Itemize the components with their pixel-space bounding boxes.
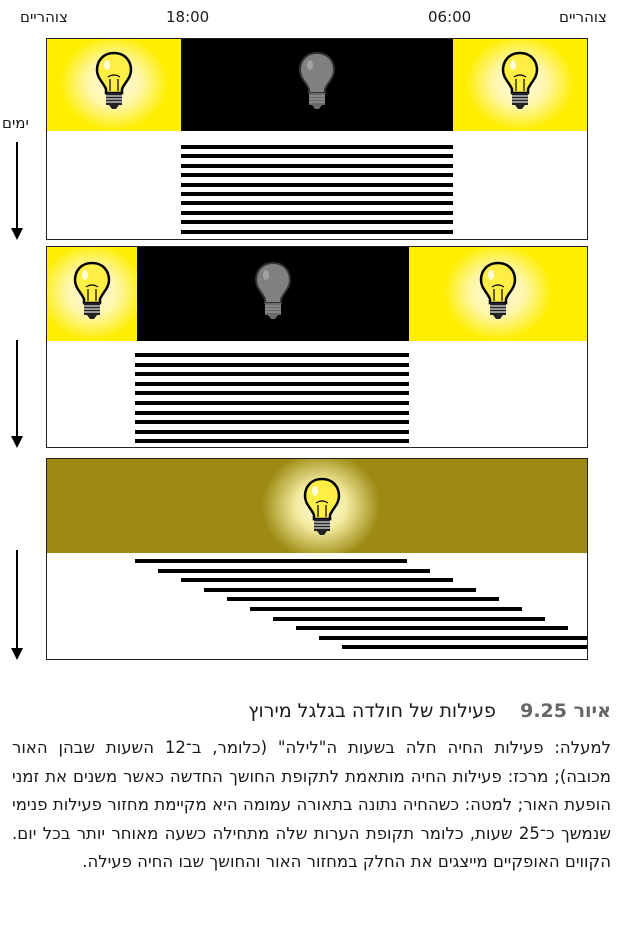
activity-bar <box>296 626 568 631</box>
activity-bar <box>181 163 453 168</box>
lightbulb-on-icon <box>479 261 517 319</box>
activity-bar <box>181 154 453 159</box>
activity-bar <box>158 568 430 573</box>
activity-bar <box>181 210 453 215</box>
activity-bar <box>227 597 499 602</box>
days-label: ימים <box>2 114 29 132</box>
days-arrow-1 <box>11 142 23 240</box>
noon-label-left: צוהריים <box>20 8 68 26</box>
activity-bar <box>135 429 409 434</box>
activity-bar <box>135 439 409 444</box>
activity-bar <box>181 145 453 149</box>
activity-bar <box>135 362 409 367</box>
activity-bar <box>135 410 409 415</box>
light-period-left <box>47 247 145 341</box>
light-period-right <box>453 39 587 131</box>
activity-bar <box>181 220 453 225</box>
lightbulb-on-icon <box>95 51 133 109</box>
time-label-06: 06:00 <box>428 8 472 26</box>
lightbulb-off-icon <box>298 51 336 109</box>
days-arrow-2 <box>11 340 23 448</box>
activity-bar <box>181 192 453 196</box>
activity-bar <box>135 559 407 563</box>
noon-label-right: צוהריים <box>559 8 607 26</box>
figure-caption-body: למעלה: פעילות החיה חלה בשעות ה"לילה" (כל… <box>12 738 612 871</box>
activity-bar <box>204 587 476 592</box>
activity-bar <box>273 616 545 621</box>
time-label-18: 18:00 <box>166 8 210 26</box>
light-period-right <box>409 247 587 341</box>
dark-period <box>137 247 409 341</box>
lightbulb-on-icon <box>303 477 341 535</box>
panel-middle <box>46 246 588 448</box>
activity-bar <box>181 173 453 178</box>
figure-title: פעילות של חולדה בגלגל מירוץ <box>248 700 496 722</box>
activity-bar <box>135 381 409 386</box>
dim-light-period <box>47 459 587 561</box>
activity-bar <box>135 401 409 405</box>
activity-bar <box>342 645 587 650</box>
panel-top <box>46 38 588 240</box>
activity-bar <box>181 578 453 583</box>
activity-bar <box>135 391 409 396</box>
days-arrow-3 <box>11 550 23 660</box>
activity-bar <box>319 635 587 640</box>
lightbulb-on-icon <box>501 51 539 109</box>
activity-bar <box>135 353 409 357</box>
panel-bottom <box>46 458 588 660</box>
figure-caption-title: איור 9.25 פעילות של חולדה בגלגל מירוץ <box>16 700 611 722</box>
lightbulb-off-icon <box>254 261 292 319</box>
activity-bar <box>181 201 453 206</box>
figure-number: איור 9.25 <box>520 700 611 722</box>
activity-bar <box>181 182 453 187</box>
lightbulb-on-icon <box>73 261 111 319</box>
light-period-left <box>47 39 181 131</box>
activity-bar <box>135 420 409 425</box>
activity-bar <box>135 372 409 377</box>
activity-bar <box>250 607 522 611</box>
activity-bar <box>181 229 453 234</box>
dark-period <box>181 39 453 131</box>
